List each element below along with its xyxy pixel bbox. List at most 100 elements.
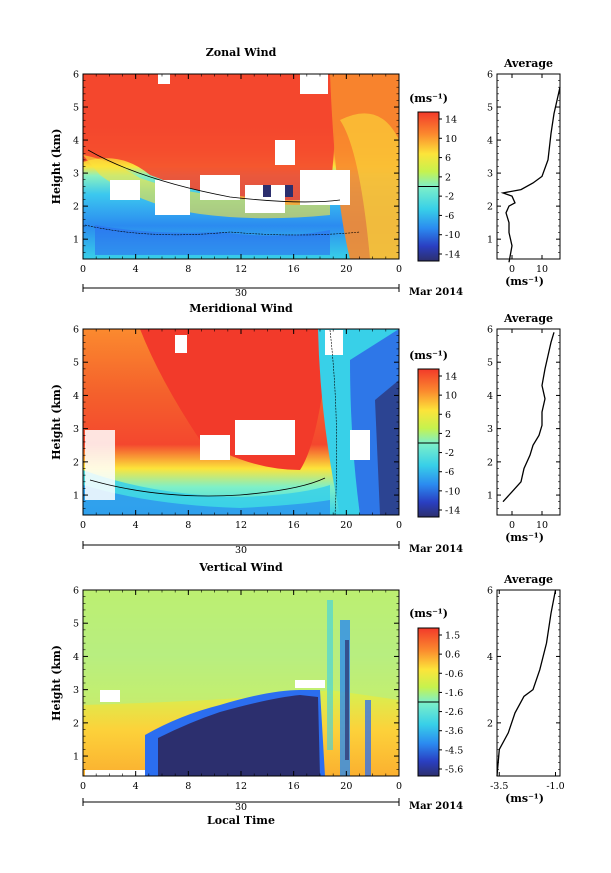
colorbar-tick-label: -14 [445, 506, 460, 517]
profile-y-tick-label: 4 [487, 136, 493, 147]
y-tick-label: 4 [73, 652, 79, 663]
profile-y-tick-label: 1 [487, 491, 493, 502]
colorbar-tick-label: -10 [445, 230, 460, 241]
colorbar-tick-label: 2 [445, 172, 451, 183]
y-tick-label: 4 [73, 391, 79, 402]
y-axis-label: Height (km) [50, 384, 63, 460]
x-tick-label: 16 [288, 781, 300, 792]
profile-title: Average [503, 573, 553, 586]
profile-x-label: (ms⁻¹) [505, 531, 544, 544]
x-tick-label: 12 [235, 781, 247, 792]
profile-y-tick-label: 2 [487, 457, 493, 468]
colorbar-tick-label: -2 [445, 448, 454, 459]
colorbar-tick-label: -1.6 [445, 688, 463, 699]
profile-y-tick-label: 2 [487, 202, 493, 213]
y-tick-label: 3 [73, 169, 79, 180]
profile-title: Average [503, 312, 553, 325]
profile-y-tick-label: 6 [487, 586, 493, 597]
colorbar-tick-label: 0.6 [445, 650, 460, 661]
profile-y-tick-label: 5 [487, 103, 493, 114]
x-tick-label: 20 [340, 781, 352, 792]
x-tick-label: 8 [185, 264, 191, 275]
x-tick-label: 0 [396, 264, 402, 275]
colorbar-tick-label: -2 [445, 192, 454, 203]
meridional-wind-panel [82, 328, 400, 516]
colorbar-tick-label: -14 [445, 250, 460, 261]
vertical-wind-panel [82, 589, 400, 777]
profile-frame [496, 73, 561, 260]
x-tick-label: 0 [396, 781, 402, 792]
y-tick-label: 5 [73, 103, 79, 114]
y-tick-label: 5 [73, 619, 79, 630]
y-tick-label: 4 [73, 136, 79, 147]
y-tick-label: 5 [73, 358, 79, 369]
profile-title: Average [503, 57, 553, 70]
chart-title: Zonal Wind [206, 46, 277, 59]
colorbar-tick-label: 14 [445, 372, 457, 383]
colorbar-tick-label: -2.6 [445, 707, 463, 718]
x-tick-label: 0 [80, 520, 86, 531]
profile-line [496, 589, 557, 777]
x-tick-label: 20 [340, 264, 352, 275]
profile-line [500, 87, 561, 263]
chart-title: Vertical Wind [198, 561, 283, 574]
profile-x-tick-label: -1.0 [546, 781, 564, 792]
x-tick-label: 8 [185, 781, 191, 792]
profile-y-tick-label: 6 [487, 325, 493, 336]
x-tick-label: 16 [288, 520, 300, 531]
x-tick-label: 4 [133, 520, 139, 531]
y-tick-label: 2 [73, 718, 79, 729]
date-day-label: 30 [235, 288, 247, 299]
y-tick-label: 1 [73, 235, 79, 246]
colorbar-tick-label: -5.6 [445, 765, 463, 776]
colorbar-tick-label: 14 [445, 115, 457, 126]
x-tick-label: 4 [133, 781, 139, 792]
y-tick-label: 6 [73, 325, 79, 336]
y-tick-label: 6 [73, 586, 79, 597]
profile-line [502, 332, 555, 503]
colorbar-tick-label: -4.5 [445, 745, 463, 756]
y-tick-label: 3 [73, 424, 79, 435]
y-tick-label: 6 [73, 70, 79, 81]
profile-y-tick-label: 1 [487, 235, 493, 246]
x-tick-label: 12 [235, 264, 247, 275]
y-tick-label: 1 [73, 491, 79, 502]
profile-y-tick-label: 2 [487, 718, 493, 729]
profile-x-label: (ms⁻¹) [505, 275, 544, 288]
profile-y-tick-label: 6 [487, 70, 493, 81]
profile-x-tick-label: 0 [509, 520, 515, 531]
colorbar-tick-label: -0.6 [445, 669, 463, 680]
profile-x-tick-label: -3.5 [490, 781, 508, 792]
colorbar-unit: (ms⁻¹) [409, 349, 448, 362]
x-axis-label: Local Time [207, 814, 275, 827]
x-tick-label: 16 [288, 264, 300, 275]
colorbar-tick-label: 10 [445, 134, 457, 145]
date-day-label: 30 [235, 545, 247, 556]
colorbar-tick-label: 6 [445, 153, 451, 164]
profile-y-tick-label: 3 [487, 169, 493, 180]
zonal-wind-panel [82, 73, 400, 260]
profile-y-tick-label: 4 [487, 391, 493, 402]
profile-y-tick-label: 5 [487, 358, 493, 369]
profile-y-tick-label: 3 [487, 424, 493, 435]
x-tick-label: 20 [340, 520, 352, 531]
y-tick-label: 2 [73, 457, 79, 468]
date-month-label: Mar 2014 [409, 801, 463, 812]
y-axis-label: Height (km) [50, 645, 63, 721]
profile-x-label: (ms⁻¹) [505, 792, 544, 805]
x-tick-label: 0 [396, 520, 402, 531]
chart-title: Meridional Wind [189, 302, 293, 315]
x-tick-label: 0 [80, 264, 86, 275]
date-month-label: Mar 2014 [409, 287, 463, 298]
x-tick-label: 12 [235, 520, 247, 531]
profile-x-tick-label: 10 [536, 520, 548, 531]
profile-x-tick-label: 10 [536, 264, 548, 275]
x-tick-label: 0 [80, 781, 86, 792]
profile-y-tick-label: 4 [487, 652, 493, 663]
colorbar-tick-label: 6 [445, 410, 451, 421]
y-axis-label: Height (km) [50, 129, 63, 205]
